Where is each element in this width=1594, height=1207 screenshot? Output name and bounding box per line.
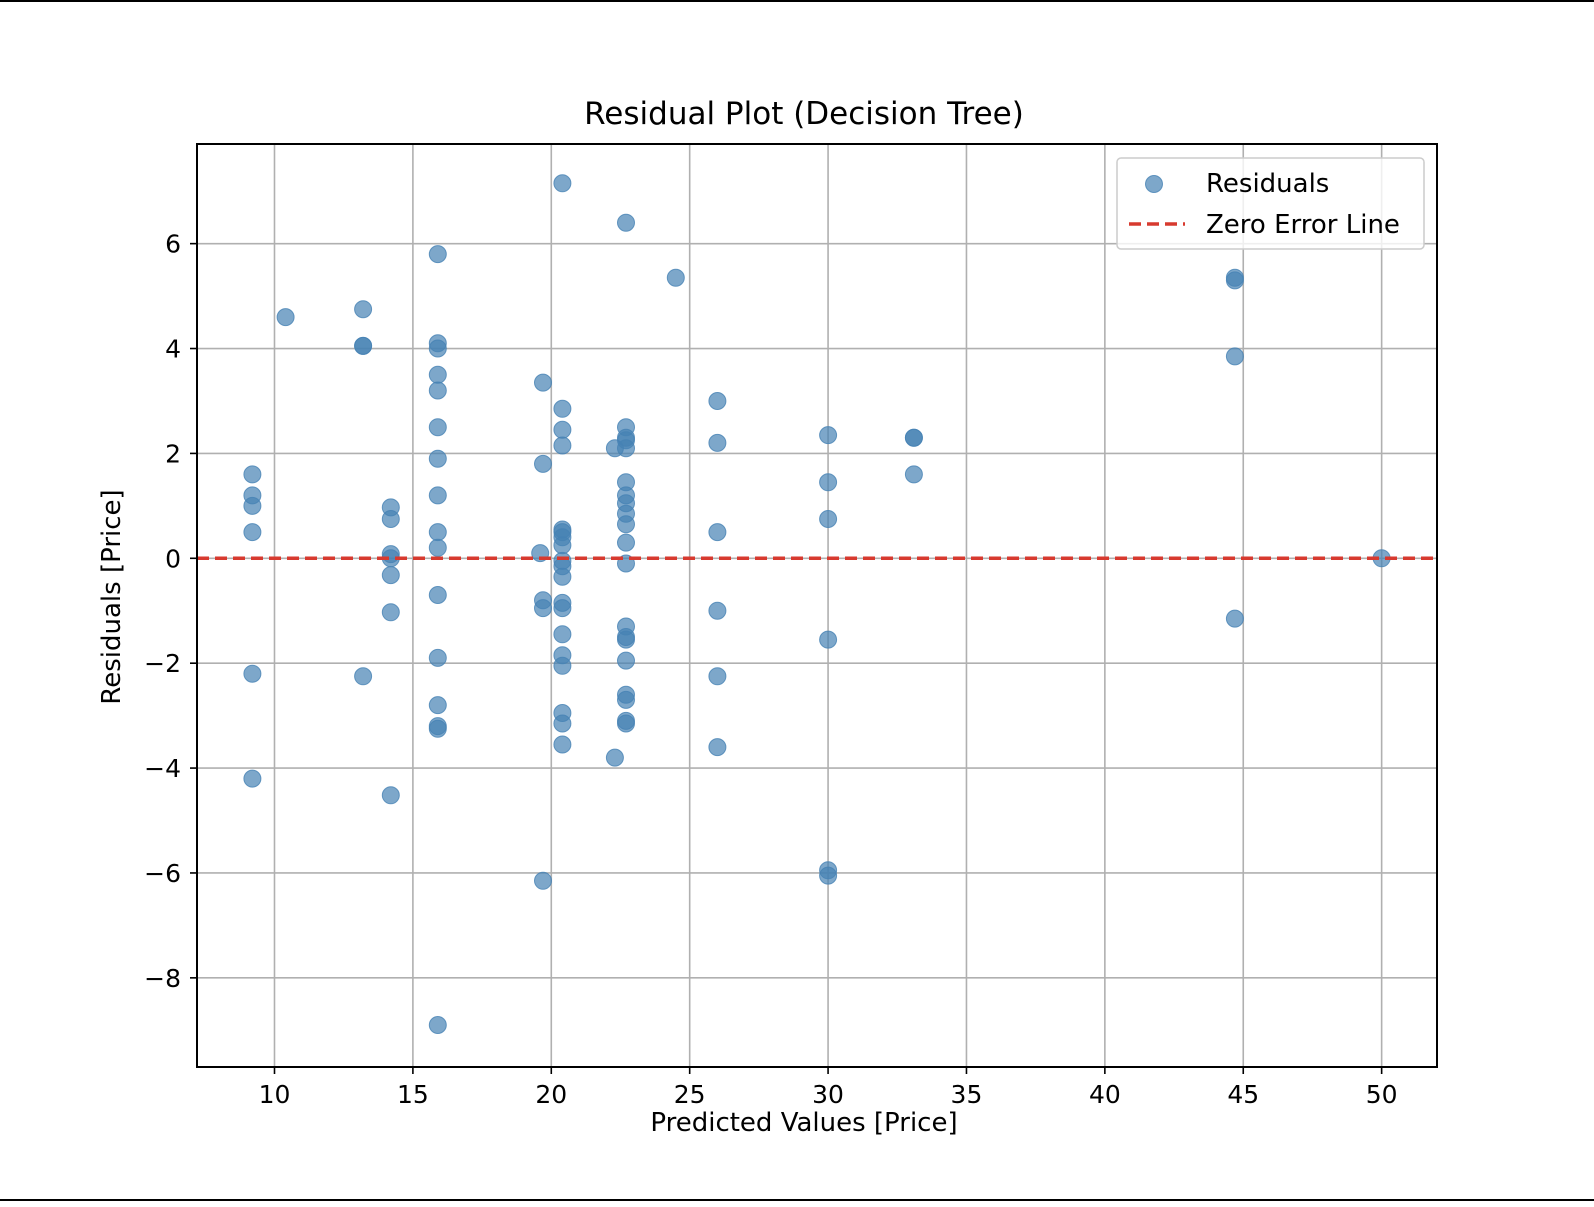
residual-point [354, 300, 373, 319]
residual-point [708, 523, 727, 542]
residual-point [243, 465, 262, 484]
residual-point [553, 436, 572, 455]
residual-point [381, 603, 400, 622]
residual-point [553, 714, 572, 733]
legend-box [1116, 157, 1425, 250]
x-axis-label: Predicted Values [Price] [650, 1108, 957, 1138]
residual-point [617, 690, 635, 709]
residual-point [428, 418, 447, 437]
residual-point [553, 567, 572, 586]
y-axis-label: Residuals [Price] [97, 489, 127, 704]
residual-point [553, 625, 572, 644]
residual-point [553, 399, 572, 418]
residual-point [553, 599, 572, 618]
residual-point [381, 510, 400, 528]
residual-point [819, 510, 838, 528]
residual-point [428, 648, 447, 667]
residual-point [354, 667, 373, 686]
residual-point [428, 381, 447, 400]
y-tick-label: −8 [144, 964, 181, 993]
residual-point [708, 433, 727, 452]
y-tick-label: −6 [144, 859, 181, 888]
axis-ticks: 10 15 20 25 30 35 40 45 50 −8 −6 −4 −2 0 2 4 6 [144, 230, 1397, 1109]
residual-point [428, 719, 447, 738]
residual-point [819, 630, 838, 649]
residual-point [904, 465, 923, 484]
residual-point [819, 473, 838, 492]
residual-point [617, 213, 635, 232]
residual-point [553, 735, 572, 754]
x-tick-label: 25 [674, 1080, 706, 1109]
residual-point [708, 738, 727, 757]
residual-point [428, 365, 447, 384]
residual-point [428, 449, 447, 468]
residual-point [428, 486, 447, 505]
residual-point [428, 1016, 447, 1034]
residual-point [553, 656, 572, 675]
x-tick-label: 10 [259, 1080, 291, 1109]
residual-point [243, 769, 262, 788]
residual-point [428, 523, 447, 542]
residual-point [243, 664, 262, 683]
y-tick-label: −4 [144, 754, 181, 783]
y-tick-label: −2 [144, 649, 181, 678]
x-tick-label: 40 [1089, 1080, 1121, 1109]
x-tick-label: 50 [1366, 1080, 1398, 1109]
residual-point [617, 651, 635, 670]
residual-point [428, 586, 447, 604]
residual-point [534, 871, 552, 890]
legend-marker-residuals [1145, 175, 1163, 193]
residual-point [617, 439, 635, 458]
residual-point [534, 599, 552, 618]
residual-point [708, 392, 727, 410]
x-tick-label: 20 [535, 1080, 567, 1109]
legend-label-residuals: Residuals [1206, 169, 1329, 199]
x-tick-label: 15 [397, 1080, 429, 1109]
residual-point [534, 454, 552, 473]
axes-frame [196, 143, 1438, 1068]
residual-point [708, 601, 727, 620]
residual-point [666, 268, 685, 287]
residual-point [819, 866, 838, 885]
x-tick-label: 30 [812, 1080, 844, 1109]
residual-point [605, 748, 624, 767]
residual-point [276, 308, 295, 327]
residual-point [617, 533, 635, 552]
residual-point [243, 523, 262, 542]
y-tick-label: 4 [165, 335, 181, 364]
residual-point [1225, 347, 1244, 366]
residual-point [617, 630, 635, 649]
residual-point [553, 536, 572, 555]
residual-point [617, 714, 635, 733]
residual-point [428, 245, 447, 264]
residual-point [553, 420, 572, 439]
y-tick-label: 0 [165, 544, 181, 573]
residual-point [1225, 609, 1244, 628]
residual-point [428, 538, 447, 557]
legend: Residuals Zero Error Line [1116, 157, 1425, 250]
residual-point [708, 667, 727, 686]
plot-area [197, 174, 1437, 1034]
residual-point [354, 336, 373, 355]
legend-label-zero-line: Zero Error Line [1206, 210, 1400, 240]
residual-point [904, 428, 923, 447]
residual-point [243, 496, 262, 515]
residual-point [381, 566, 400, 585]
residual-point [534, 373, 552, 392]
residual-point [381, 786, 400, 805]
residual-point [1225, 271, 1244, 290]
residual-point [428, 339, 447, 358]
x-tick-label: 45 [1227, 1080, 1259, 1109]
residual-point [553, 174, 572, 193]
y-tick-label: 6 [165, 230, 181, 259]
chart-title: Residual Plot (Decision Tree) [584, 96, 1024, 132]
residual-point [819, 426, 838, 445]
x-tick-label: 35 [951, 1080, 983, 1109]
residual-point [428, 696, 447, 715]
y-tick-label: 2 [165, 439, 181, 468]
residual-point [617, 515, 635, 534]
